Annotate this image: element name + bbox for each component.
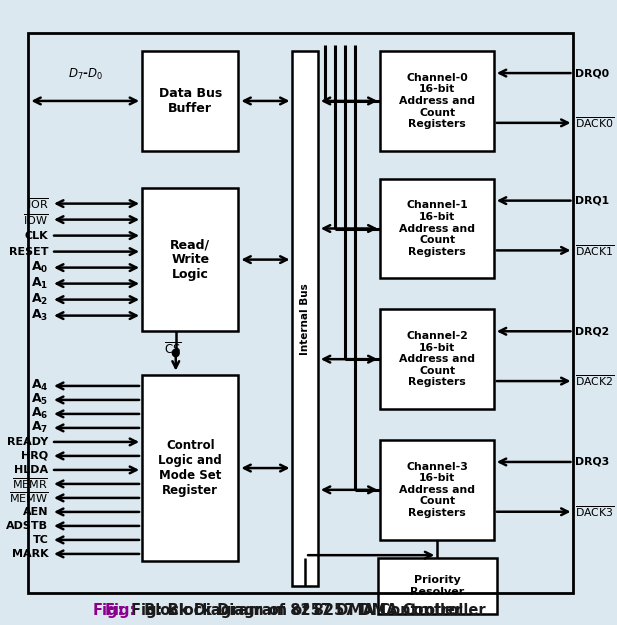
Text: DRQ2: DRQ2 [574, 326, 609, 336]
Text: Data Bus
Buffer: Data Bus Buffer [159, 87, 222, 115]
Text: Read/
Write
Logic: Read/ Write Logic [170, 238, 210, 281]
Text: $\mathbf{A_5}$: $\mathbf{A_5}$ [31, 392, 48, 408]
Text: $D_7$-$D_0$: $D_7$-$D_0$ [68, 67, 103, 82]
Text: RESET: RESET [9, 247, 48, 257]
Text: $\overline{\mathrm{MEMR}}$: $\overline{\mathrm{MEMR}}$ [12, 477, 48, 491]
Text: Fig: Block Diagram of 8257 DMA Controller: Fig: Block Diagram of 8257 DMA Controlle… [131, 602, 486, 618]
Text: Fig:: Fig: [93, 602, 124, 618]
Text: $\mathbf{A_3}$: $\mathbf{A_3}$ [31, 308, 48, 323]
Text: Channel-2
16-bit
Address and
Count
Registers: Channel-2 16-bit Address and Count Regis… [399, 331, 475, 388]
Text: DRQ3: DRQ3 [574, 457, 609, 467]
Text: $\overline{\mathrm{DACK2}}$: $\overline{\mathrm{DACK2}}$ [574, 374, 614, 388]
Text: MARK: MARK [12, 549, 48, 559]
Text: $\overline{\mathrm{DACK3}}$: $\overline{\mathrm{DACK3}}$ [574, 504, 614, 519]
Bar [142, 375, 239, 561]
Text: Channel-3
16-bit
Address and
Count
Registers: Channel-3 16-bit Address and Count Regis… [399, 462, 475, 518]
Bar [378, 558, 497, 614]
Bar [292, 51, 318, 586]
Text: $\overline{\mathrm{IOR}}$: $\overline{\mathrm{IOR}}$ [27, 196, 48, 211]
Text: $\mathbf{A_4}$: $\mathbf{A_4}$ [31, 378, 48, 394]
Text: TC: TC [33, 535, 48, 545]
Text: $\overline{\mathrm{IOW}}$: $\overline{\mathrm{IOW}}$ [23, 213, 48, 227]
Text: Channel-1
16-bit
Address and
Count
Registers: Channel-1 16-bit Address and Count Regis… [399, 200, 475, 257]
Text: Priority
Resolver: Priority Resolver [410, 576, 464, 597]
Bar [381, 440, 494, 539]
Text: HRQ: HRQ [21, 451, 48, 461]
Text: $\mathbf{A_0}$: $\mathbf{A_0}$ [31, 260, 48, 275]
Bar [381, 309, 494, 409]
Bar [381, 179, 494, 278]
Text: CLK: CLK [25, 231, 48, 241]
Text: DRQ1: DRQ1 [574, 196, 608, 206]
Bar [142, 51, 239, 151]
Text: $\overline{\mathrm{CS}}$: $\overline{\mathrm{CS}}$ [164, 342, 182, 357]
Text: HLDA: HLDA [14, 465, 48, 475]
Text: $\overline{\mathrm{MEMW}}$: $\overline{\mathrm{MEMW}}$ [9, 491, 48, 505]
Text: $\mathbf{A_2}$: $\mathbf{A_2}$ [31, 292, 48, 307]
Text: Internal Bus: Internal Bus [300, 283, 310, 354]
Text: ADSTB: ADSTB [6, 521, 48, 531]
Text: $\mathbf{A_7}$: $\mathbf{A_7}$ [31, 421, 48, 436]
Text: $\mathbf{A_1}$: $\mathbf{A_1}$ [31, 276, 48, 291]
Bar [381, 51, 494, 151]
Text: $\overline{\mathrm{DACK1}}$: $\overline{\mathrm{DACK1}}$ [574, 243, 614, 258]
Text: $\overline{\mathrm{DACK0}}$: $\overline{\mathrm{DACK0}}$ [574, 116, 614, 130]
Text: AEN: AEN [23, 507, 48, 517]
Text: Block Diagram of 8257 DMA Controller: Block Diagram of 8257 DMA Controller [139, 602, 462, 618]
Text: Control
Logic and
Mode Set
Register: Control Logic and Mode Set Register [159, 439, 222, 497]
Text: READY: READY [7, 437, 48, 447]
Circle shape [172, 349, 179, 357]
Text: Channel-0
16-bit
Address and
Count
Registers: Channel-0 16-bit Address and Count Regis… [399, 72, 475, 129]
Text: DRQ0: DRQ0 [574, 68, 608, 78]
Bar [142, 188, 239, 331]
Text: $\mathbf{A_6}$: $\mathbf{A_6}$ [31, 406, 48, 421]
Text: Fig:: Fig: [105, 602, 136, 618]
